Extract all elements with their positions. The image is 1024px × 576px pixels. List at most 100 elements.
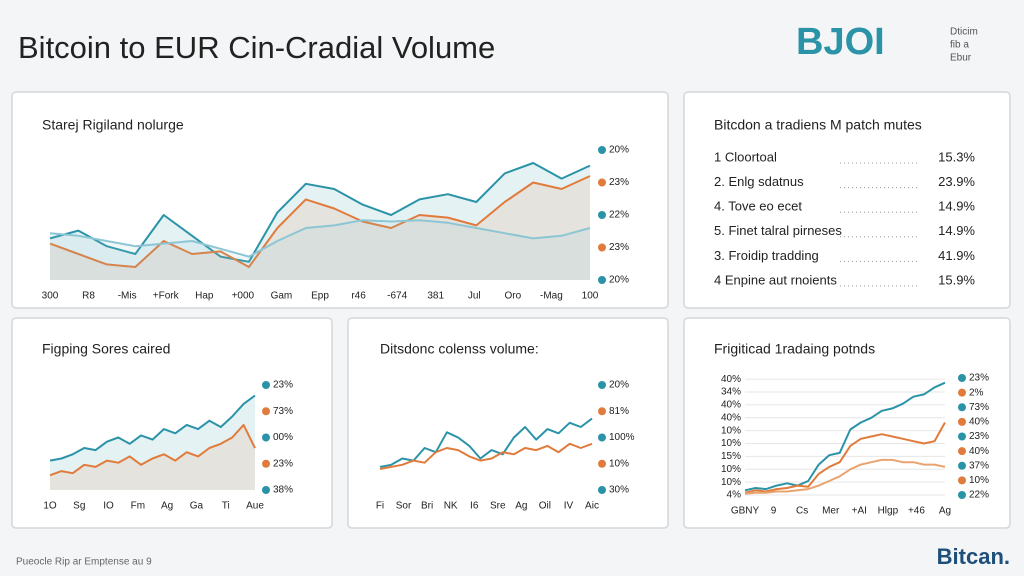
x-tick-label: Sg [73, 501, 85, 512]
page-title: Bitcoin to EUR Cin-Cradial Volume [18, 30, 495, 65]
x-tick-label: Mer [822, 506, 840, 517]
row-value: 15.3% [938, 149, 975, 164]
x-tick-label: Oil [539, 501, 551, 512]
annotation-dot [958, 403, 966, 412]
annotation-dot [598, 146, 606, 154]
x-tick-label: Jul [468, 291, 481, 302]
row-label: 4 Enpine aut rnoients [714, 272, 837, 287]
annotation: 38% [273, 485, 293, 496]
chart-title: Figping Sores caired [42, 341, 170, 357]
x-tick-label: IV [564, 501, 574, 512]
logo-line: Ebur [950, 53, 972, 64]
y-tick-label: 15% [721, 451, 741, 462]
x-tick-label: IO [103, 501, 114, 512]
x-tick-label: -Mis [118, 291, 137, 302]
x-tick-label: Sor [396, 501, 412, 512]
panel [683, 317, 1011, 529]
x-tick-label: Aue [246, 501, 264, 512]
y-tick-label: 10% [721, 477, 741, 488]
annotation-dot [598, 178, 606, 187]
annotation-dot [958, 417, 966, 426]
x-tick-label: Ag [515, 501, 527, 512]
x-tick-label: +000 [232, 291, 255, 302]
x-tick-label: Gam [271, 291, 293, 302]
area [50, 395, 255, 490]
annotation: 00% [273, 432, 293, 443]
annotation: 22% [969, 490, 989, 501]
row-value: 23.9% [938, 174, 975, 189]
x-tick-label: Ag [939, 506, 951, 517]
annotation: 20% [609, 275, 629, 286]
chart-title: Ditsdonc colenss volume: [380, 341, 539, 357]
logo-line: fib a [950, 40, 969, 51]
series-line [49, 175, 591, 268]
annotation-dot [598, 459, 606, 468]
x-tick-label: Bri [421, 501, 433, 512]
annotation-dot [598, 381, 606, 389]
annotation-dot [262, 486, 270, 494]
x-tick-label: 9 [771, 506, 777, 517]
chart-title: Starej Rigiland nolurge [42, 117, 184, 133]
row-label: 5. Finet talral pirneses [714, 223, 842, 238]
annotation-dot [958, 388, 966, 397]
x-tick-label: Ti [222, 501, 230, 512]
annotation: 23% [969, 373, 989, 384]
annotation-dot [958, 432, 966, 441]
series-line [379, 442, 593, 470]
x-tick-label: +46 [908, 506, 925, 517]
annotation-dot [958, 476, 966, 485]
annotation: 40% [969, 446, 989, 457]
x-tick-label: NK [444, 501, 458, 512]
area [50, 220, 590, 280]
x-tick-label: I6 [470, 501, 479, 512]
chart-title: Frigiticad 1radaing potnds [714, 341, 875, 357]
annotation-dot [262, 433, 270, 442]
y-tick-label: 10% [721, 464, 741, 475]
annotation-dot [598, 276, 606, 284]
x-tick-label: +AI [852, 506, 867, 517]
annotation: 23% [609, 242, 629, 253]
row-label: 2. Enlg sdatnus [714, 174, 804, 189]
logo-line: Dticim [950, 27, 978, 38]
logo: BJOI [796, 21, 885, 63]
row-value: 14.9% [938, 199, 975, 214]
annotation-dot [958, 374, 966, 382]
y-tick-label: 40% [721, 412, 741, 423]
x-tick-label: 100 [582, 291, 599, 302]
area [50, 176, 590, 280]
annotation-dot [262, 381, 270, 389]
annotation-dot [262, 459, 270, 468]
annotation-dot [598, 243, 606, 252]
annotation: 81% [609, 406, 629, 417]
footer-brand: Bitcan. [937, 544, 1010, 569]
x-tick-label: -674 [387, 291, 407, 302]
annotation: 20% [609, 380, 629, 391]
y-tick-label: 40% [721, 400, 741, 411]
annotation: 10% [969, 475, 989, 486]
y-tick-label: 10% [721, 425, 741, 436]
annotation: 23% [969, 431, 989, 442]
annotation-dot [598, 407, 606, 416]
x-tick-label: Fi [376, 501, 384, 512]
x-tick-label: Cs [796, 506, 808, 517]
annotation: 23% [273, 458, 293, 469]
x-tick-label: GBNY [731, 506, 760, 517]
series-line [379, 417, 593, 468]
annotation: 23% [609, 177, 629, 188]
panel [347, 317, 669, 529]
annotation: 37% [969, 460, 989, 471]
x-tick-label: Sre [490, 501, 506, 512]
panel [683, 91, 1011, 309]
series-line [744, 422, 946, 494]
row-label: 1 Cloortoal [714, 149, 777, 164]
x-tick-label: 1O [43, 501, 57, 512]
annotation: 2% [969, 387, 984, 398]
x-tick-label: 381 [427, 291, 444, 302]
x-tick-label: Hlgp [878, 506, 899, 517]
annotation-dot [958, 447, 966, 456]
y-tick-label: 10% [721, 438, 741, 449]
x-tick-label: Epp [311, 291, 329, 302]
annotation-dot [958, 491, 966, 499]
table-title: Bitcdon a tradiens M patch mutes [714, 117, 922, 133]
